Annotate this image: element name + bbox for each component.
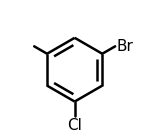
Text: Br: Br — [116, 39, 133, 54]
Text: Cl: Cl — [67, 118, 82, 132]
